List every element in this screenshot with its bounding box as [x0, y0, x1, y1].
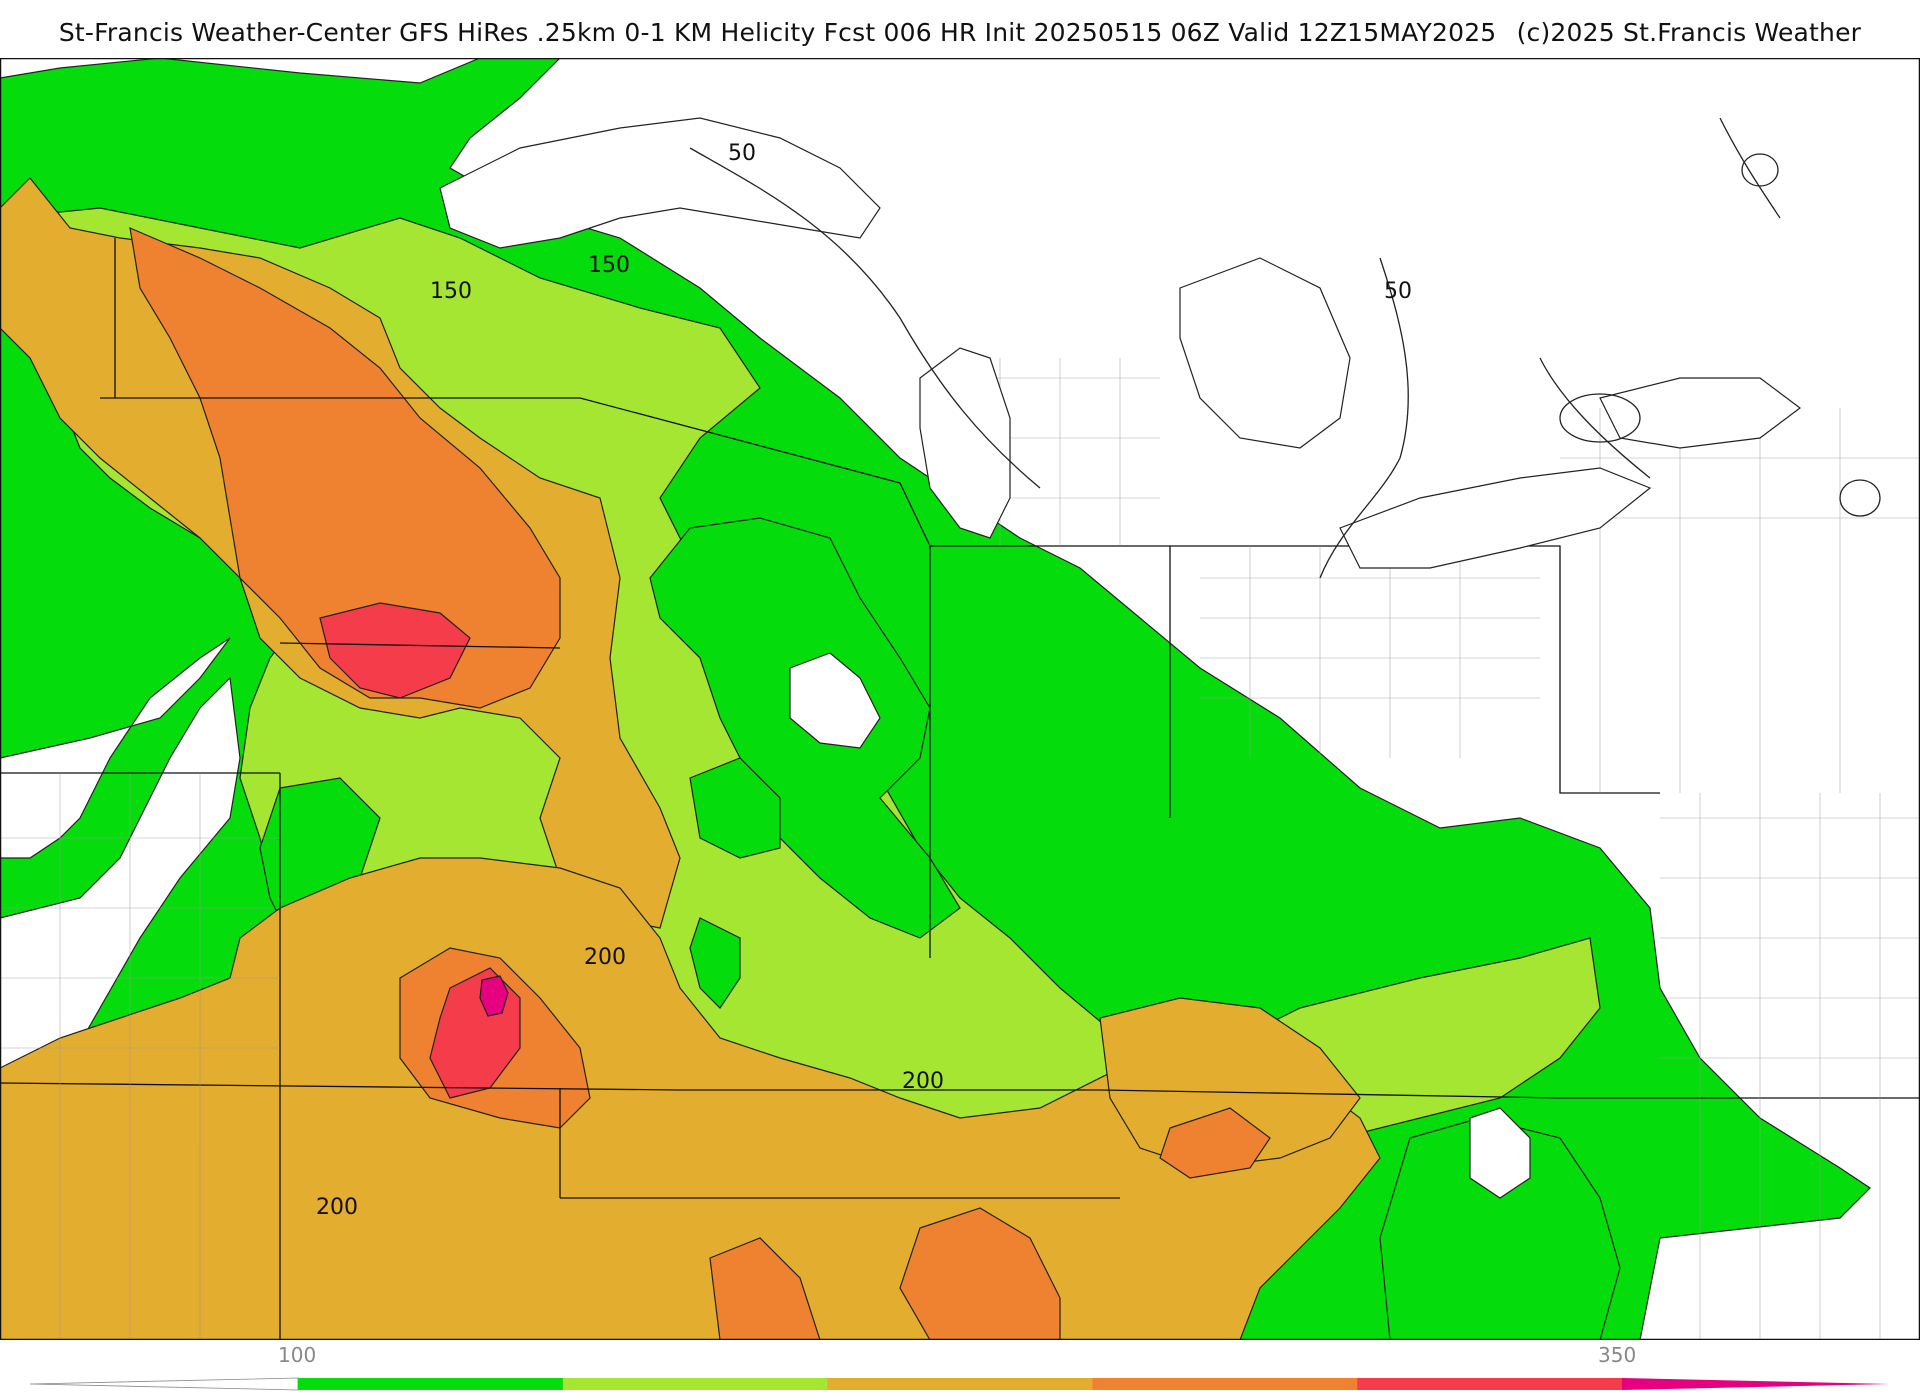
- contour-label-50-west: 50: [728, 141, 756, 166]
- legend-upper-extension: [1622, 1378, 1890, 1390]
- lake-ontario: [1599, 377, 1801, 449]
- great-lakes: [439, 117, 1801, 569]
- helicity-band-200-south: [0, 857, 1381, 1340]
- low-helicity-hole: [789, 652, 881, 749]
- contour-label-50-east: 50: [1384, 279, 1412, 304]
- copyright-text: (c)2025 St.Francis Weather: [1516, 18, 1862, 47]
- helicity-band-200-east: [1099, 997, 1361, 1169]
- legend-bin-100: [298, 1378, 564, 1390]
- map-title: St-Francis Weather-Center GFS HiRes .25k…: [0, 18, 1920, 47]
- contour-label-200-central: 200: [902, 1069, 944, 1094]
- contour-label-150-west: 150: [430, 279, 472, 304]
- color-legend: [29, 1377, 1890, 1391]
- green-pocket-mid: [689, 757, 781, 859]
- lake-huron: [1179, 257, 1351, 449]
- helicity-band-250-se: [899, 1207, 1061, 1340]
- lake-superior: [439, 117, 881, 249]
- green-pocket-south: [689, 917, 741, 1009]
- contour-label-200-north: 200: [584, 945, 626, 970]
- helicity-band-250-sw: [709, 1237, 821, 1340]
- helicity-band-300-north: [319, 602, 471, 699]
- helicity-band-350: [479, 975, 509, 1017]
- title-text: St-Francis Weather-Center GFS HiRes .25k…: [58, 18, 1497, 47]
- legend-min-label: 100: [278, 1343, 317, 1367]
- lake-erie: [1339, 467, 1652, 569]
- legend-bin-300: [1357, 1378, 1623, 1390]
- contour-label-150-east: 150: [588, 253, 630, 278]
- legend-bin-150: [562, 1378, 829, 1390]
- helicity-map: 50 50 150 150 200 200 200: [0, 58, 1920, 1340]
- legend-bin-250: [1092, 1378, 1358, 1390]
- helicity-band-250-north: [129, 227, 561, 709]
- legend-bin-200: [827, 1378, 1093, 1390]
- legend-max-label: 350: [1598, 1343, 1637, 1367]
- low-helicity-hole-east: [1469, 1107, 1531, 1199]
- contour-50: [689, 117, 1881, 579]
- lake-michigan: [919, 347, 1011, 539]
- contour-label-200-west: 200: [316, 1195, 358, 1220]
- helicity-band-250-east: [1159, 1107, 1271, 1179]
- legend-lower-extension: [29, 1377, 299, 1391]
